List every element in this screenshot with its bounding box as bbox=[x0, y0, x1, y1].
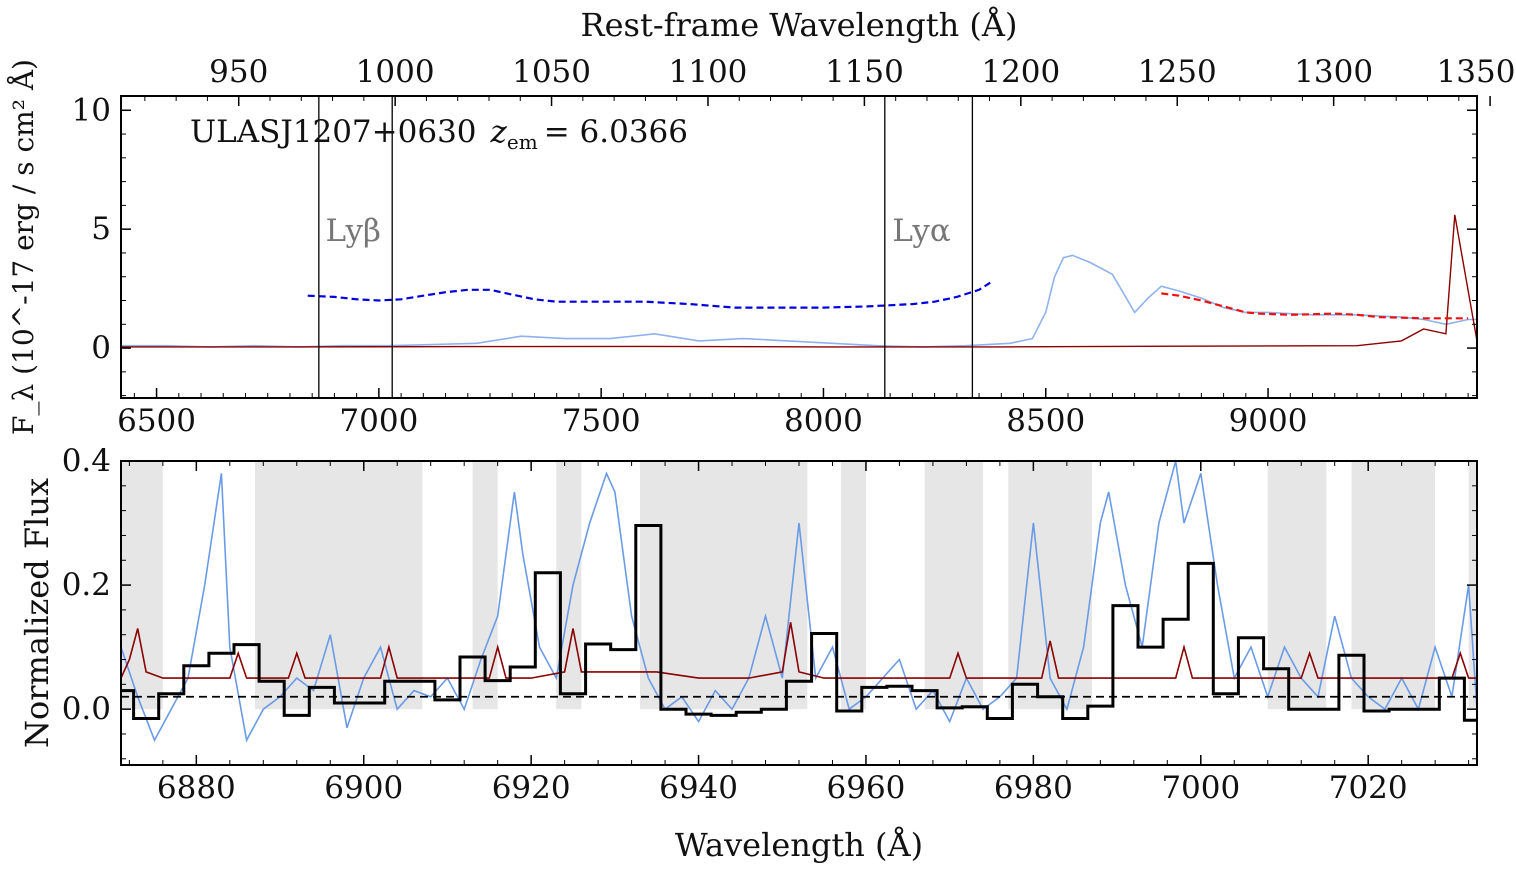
top-line-markers: Lyβ Lyα bbox=[318, 96, 974, 398]
redshift-symbol: z bbox=[490, 114, 508, 150]
top-plot-area bbox=[121, 214, 1477, 348]
rest-tick-label: 1350 bbox=[1437, 54, 1516, 90]
rest-tick-label: 1300 bbox=[1294, 54, 1373, 90]
y-tick-label: 10 bbox=[72, 92, 111, 128]
x-tick-label: 6900 bbox=[324, 770, 403, 806]
top-ticks: 6500 7000 7500 8000 8500 9000 0 5 10 950 1000 1050 1… bbox=[72, 54, 1516, 439]
x-tick-label: 6940 bbox=[659, 770, 738, 806]
rest-tick-label: 1150 bbox=[825, 54, 904, 90]
y-tick-label: 0.0 bbox=[62, 691, 111, 727]
redshift-value: = 6.0366 bbox=[544, 114, 688, 150]
x-tick-label: 7000 bbox=[339, 403, 418, 439]
y-tick-label: 0.2 bbox=[62, 567, 111, 603]
x-tick-label: 6920 bbox=[492, 770, 571, 806]
series-flux bbox=[121, 254, 1477, 348]
series-red-continuum bbox=[1161, 292, 1469, 320]
series-normalized-flux bbox=[121, 461, 1477, 743]
object-name: ULASJ1207+0630 bbox=[190, 114, 477, 150]
x-tick-label: 8500 bbox=[1006, 403, 1085, 439]
bottom-panel: 6880 6900 6920 6940 6960 6980 7000 7020 0.0 0.2 0.… bbox=[18, 443, 1478, 864]
series-error bbox=[121, 214, 1477, 348]
rest-tick-label: 1050 bbox=[512, 54, 591, 90]
bottom-axes-frame bbox=[120, 460, 1478, 766]
x-tick-label: 8000 bbox=[784, 403, 863, 439]
x-tick-label: 7020 bbox=[1329, 770, 1408, 806]
masked-region bbox=[254, 461, 423, 710]
top-axis-title: Rest-frame Wavelength (Å) bbox=[581, 6, 1018, 44]
bottom-ticks: 6880 6900 6920 6940 6960 6980 7000 7020 0.0 0.2 0.… bbox=[62, 443, 1477, 806]
x-tick-label: 7000 bbox=[1161, 770, 1240, 806]
rest-tick-label: 1100 bbox=[669, 54, 748, 90]
top-ylabel: F_λ (10^-17 erg / s cm² Å) bbox=[7, 59, 40, 435]
bottom-xlabel: Wavelength (Å) bbox=[675, 826, 923, 864]
y-tick-label: 0 bbox=[91, 330, 111, 366]
x-tick-label: 9000 bbox=[1229, 403, 1308, 439]
x-tick-label: 6980 bbox=[994, 770, 1073, 806]
masked-region bbox=[840, 461, 866, 710]
line-label: Lyα bbox=[892, 213, 951, 249]
series-error bbox=[121, 622, 1477, 679]
x-tick-label: 6960 bbox=[827, 770, 906, 806]
object-label: ULASJ1207+0630 zem = 6.0366 bbox=[190, 114, 688, 154]
bottom-plot-area bbox=[121, 461, 1477, 743]
top-axes-frame bbox=[120, 95, 1478, 399]
series-binned-flux bbox=[121, 524, 1477, 722]
bottom-ylabel: Normalized Flux bbox=[18, 478, 56, 748]
rest-tick-label: 1000 bbox=[356, 54, 435, 90]
top-panel: Lyβ Lyα 6500 7000 7500 8000 8500 9000 0 5 10 950 10… bbox=[7, 6, 1515, 439]
rest-tick-label: 950 bbox=[209, 54, 268, 90]
x-tick-label: 6880 bbox=[157, 770, 236, 806]
masked-region bbox=[924, 461, 984, 710]
rest-tick-label: 1250 bbox=[1138, 54, 1217, 90]
x-tick-label: 6500 bbox=[117, 403, 196, 439]
line-label: Lyβ bbox=[326, 213, 381, 249]
x-tick-label: 7500 bbox=[562, 403, 641, 439]
series-blue-continuum bbox=[307, 281, 991, 309]
y-tick-label: 5 bbox=[91, 211, 111, 247]
rest-tick-label: 1200 bbox=[981, 54, 1060, 90]
y-tick-label: 0.4 bbox=[62, 443, 111, 479]
redshift-subscript: em bbox=[507, 130, 538, 154]
